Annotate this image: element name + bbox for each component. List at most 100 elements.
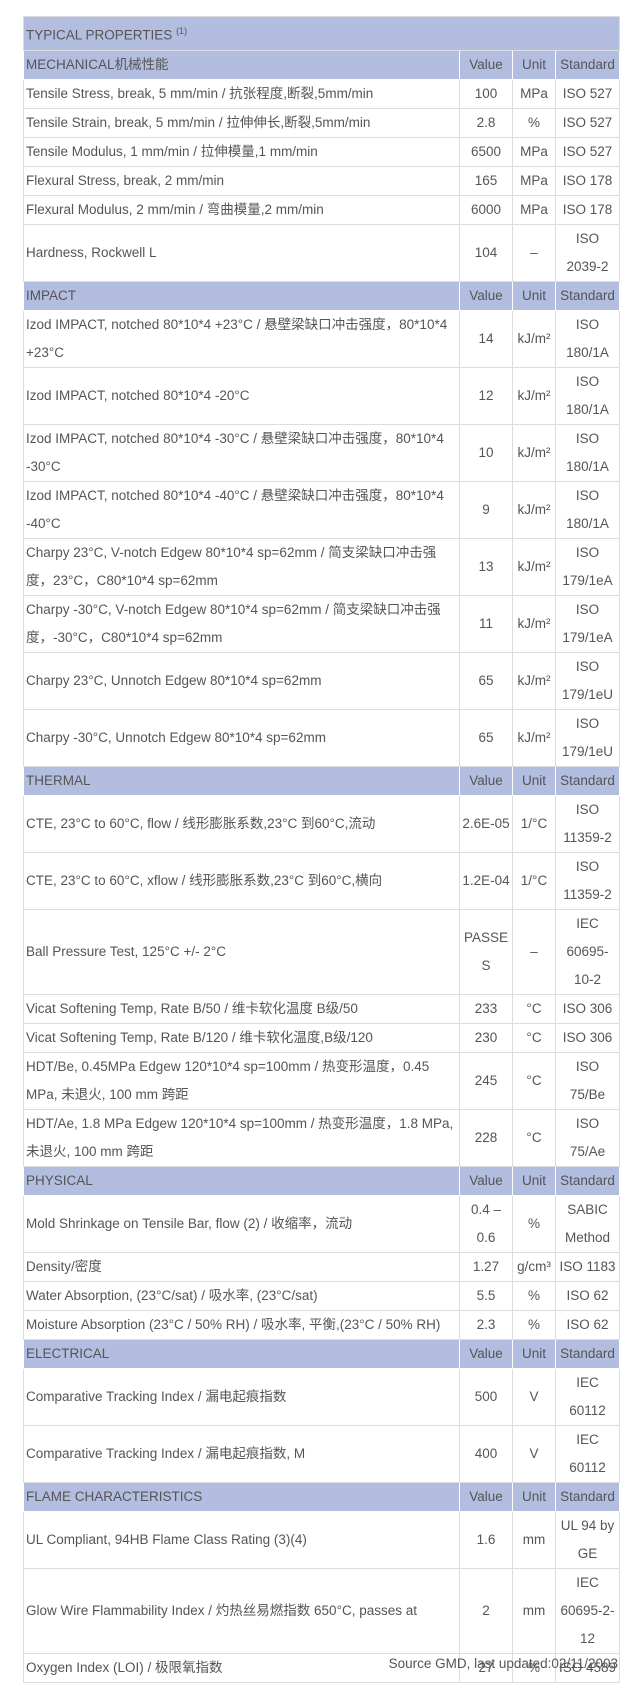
value-cell: 230 xyxy=(459,1022,513,1053)
property-row: Tensile Stress, break, 5 mm/min / 抗张程度,断… xyxy=(23,78,620,109)
property-row: Ball Pressure Test, 125°C +/- 2°C PASSES –… xyxy=(23,908,620,995)
property-cell: Tensile Strain, break, 5 mm/min / 拉伸伸长,断… xyxy=(23,107,460,138)
unit-cell: – xyxy=(512,908,556,995)
property-row: Tensile Modulus, 1 mm/min / 拉伸模量,1 mm/mi… xyxy=(23,136,620,167)
value-cell: 233 xyxy=(459,993,513,1024)
value-cell: 6500 xyxy=(459,136,513,167)
standard-cell: ISO 179/1eU xyxy=(555,708,620,767)
unit-cell: V xyxy=(512,1367,556,1426)
property-cell: Water Absorption, (23°C/sat) / 吸水率, (23°… xyxy=(23,1280,460,1311)
value-cell: 2.3 xyxy=(459,1309,513,1340)
property-cell: Charpy -30°C, V-notch Edgew 80*10*4 sp=6… xyxy=(23,594,460,653)
property-cell: Moisture Absorption (23°C / 50% RH) / 吸水… xyxy=(23,1309,460,1340)
column-header: Value xyxy=(459,1338,513,1369)
property-cell: Charpy 23°C, V-notch Edgew 80*10*4 sp=62… xyxy=(23,537,460,596)
property-cell: HDT/Be, 0.45MPa Edgew 120*10*4 sp=100mm … xyxy=(23,1051,460,1110)
standard-cell: ISO 527 xyxy=(555,107,620,138)
value-cell: 13 xyxy=(459,537,513,596)
title-cell: TYPICAL PROPERTIES (1) xyxy=(23,16,620,51)
property-row: Charpy 23°C, Unnotch Edgew 80*10*4 sp=62… xyxy=(23,651,620,710)
unit-cell: % xyxy=(512,1194,556,1253)
standard-cell: ISO 2039-2 xyxy=(555,223,620,282)
standard-cell: ISO 178 xyxy=(555,165,620,196)
standard-cell: ISO 306 xyxy=(555,1022,620,1053)
standard-cell: ISO 180/1A xyxy=(555,423,620,482)
section-header-row: THERMAL Value Unit Standard xyxy=(23,765,620,796)
value-cell: 6000 xyxy=(459,194,513,225)
unit-cell: % xyxy=(512,1309,556,1340)
property-cell: Glow Wire Flammability Index / 灼热丝易燃指数 6… xyxy=(23,1567,460,1654)
column-header: Value xyxy=(459,280,513,311)
column-header: Unit xyxy=(512,280,556,311)
property-row: Oxygen Index (LOI) / 极限氧指数 27% ISO 4589 xyxy=(23,1652,620,1683)
standard-cell: ISO 180/1A xyxy=(555,480,620,539)
section-name: IMPACT xyxy=(23,280,460,311)
unit-cell: 1/°C xyxy=(512,794,556,853)
value-cell: 0.4 – 0.6 xyxy=(459,1194,513,1253)
standard-cell: IEC 60112 xyxy=(555,1424,620,1483)
column-header: Unit xyxy=(512,1165,556,1196)
property-row: Moisture Absorption (23°C / 50% RH) / 吸水… xyxy=(23,1309,620,1340)
value-cell: 1.6 xyxy=(459,1510,513,1569)
value-cell: 14 xyxy=(459,309,513,368)
property-row: Density/密度 1.27 g/cm³ ISO 1183 xyxy=(23,1251,620,1282)
property-cell: Charpy 23°C, Unnotch Edgew 80*10*4 sp=62… xyxy=(23,651,460,710)
unit-cell: kJ/m² xyxy=(512,366,556,425)
property-cell: Hardness, Rockwell L xyxy=(23,223,460,282)
standard-cell: ISO 178 xyxy=(555,194,620,225)
property-row: Izod IMPACT, notched 80*10*4 +23°C / 悬壁梁… xyxy=(23,309,620,368)
value-cell: 2.8 xyxy=(459,107,513,138)
section-name: PHYSICAL xyxy=(23,1165,460,1196)
standard-cell: ISO 527 xyxy=(555,136,620,167)
title-row: TYPICAL PROPERTIES (1) xyxy=(23,16,620,51)
unit-cell: kJ/m² xyxy=(512,423,556,482)
property-row: Charpy -30°C, Unnotch Edgew 80*10*4 sp=6… xyxy=(23,708,620,767)
property-cell: Tensile Stress, break, 5 mm/min / 抗张程度,断… xyxy=(23,78,460,109)
standard-cell: ISO 179/1eA xyxy=(555,594,620,653)
standard-cell: ISO 11359-2 xyxy=(555,851,620,910)
standard-cell: SABIC Method xyxy=(555,1194,620,1253)
value-cell: 228 xyxy=(459,1108,513,1167)
property-cell: Izod IMPACT, notched 80*10*4 -40°C / 悬壁梁… xyxy=(23,480,460,539)
value-cell: 5.5 xyxy=(459,1280,513,1311)
property-row: CTE, 23°C to 60°C, flow / 线形膨胀系数,23°C 到6… xyxy=(23,794,620,853)
value-cell: 400 xyxy=(459,1424,513,1483)
section-name: ELECTRICAL xyxy=(23,1338,460,1369)
standard-cell: ISO 75/Ae xyxy=(555,1108,620,1167)
property-cell: Tensile Modulus, 1 mm/min / 拉伸模量,1 mm/mi… xyxy=(23,136,460,167)
section-header-row: FLAME CHARACTERISTICS Value Unit Standard xyxy=(23,1481,620,1512)
column-header: Standard xyxy=(555,1338,620,1369)
property-row: Izod IMPACT, notched 80*10*4 -30°C / 悬壁梁… xyxy=(23,423,620,482)
property-cell: HDT/Ae, 1.8 MPa Edgew 120*10*4 sp=100mm … xyxy=(23,1108,460,1167)
value-cell: 65 xyxy=(459,708,513,767)
value-cell: 500 xyxy=(459,1367,513,1426)
unit-cell: kJ/m² xyxy=(512,537,556,596)
column-header: Value xyxy=(459,1481,513,1512)
property-row: Comparative Tracking Index / 漏电起痕指数, M 40… xyxy=(23,1424,620,1483)
property-cell: CTE, 23°C to 60°C, xflow / 线形膨胀系数,23°C 到… xyxy=(23,851,460,910)
standard-cell: ISO 179/1eA xyxy=(555,537,620,596)
property-cell: CTE, 23°C to 60°C, flow / 线形膨胀系数,23°C 到6… xyxy=(23,794,460,853)
value-cell: 2 xyxy=(459,1567,513,1654)
property-row: UL Compliant, 94HB Flame Class Rating (3… xyxy=(23,1510,620,1569)
standard-cell: ISO 62 xyxy=(555,1280,620,1311)
property-row: Flexural Stress, break, 2 mm/min 165 MPa IS… xyxy=(23,165,620,196)
value-cell: 10 xyxy=(459,423,513,482)
standard-cell: ISO 527 xyxy=(555,78,620,109)
property-row: Comparative Tracking Index / 漏电起痕指数 500 V I… xyxy=(23,1367,620,1426)
section-header-row: PHYSICAL Value Unit Standard xyxy=(23,1165,620,1196)
unit-cell: V xyxy=(512,1424,556,1483)
property-cell: Izod IMPACT, notched 80*10*4 -20°C xyxy=(23,366,460,425)
column-header: Standard xyxy=(555,765,620,796)
property-cell: Density/密度 xyxy=(23,1251,460,1282)
properties-table: TYPICAL PROPERTIES (1) MECHANICAL机械性能 Val… xyxy=(23,16,620,1683)
property-row: Izod IMPACT, notched 80*10*4 -40°C / 悬壁梁… xyxy=(23,480,620,539)
standard-cell: ISO 179/1eU xyxy=(555,651,620,710)
column-header: Value xyxy=(459,1165,513,1196)
property-cell: Flexural Stress, break, 2 mm/min xyxy=(23,165,460,196)
standard-cell: IEC 60695-2-12 xyxy=(555,1567,620,1654)
unit-cell: MPa xyxy=(512,78,556,109)
standard-cell: ISO 4589 xyxy=(555,1652,620,1683)
property-row: Flexural Modulus, 2 mm/min / 弯曲模量,2 mm/m… xyxy=(23,194,620,225)
property-row: Mold Shrinkage on Tensile Bar, flow (2) … xyxy=(23,1194,620,1253)
